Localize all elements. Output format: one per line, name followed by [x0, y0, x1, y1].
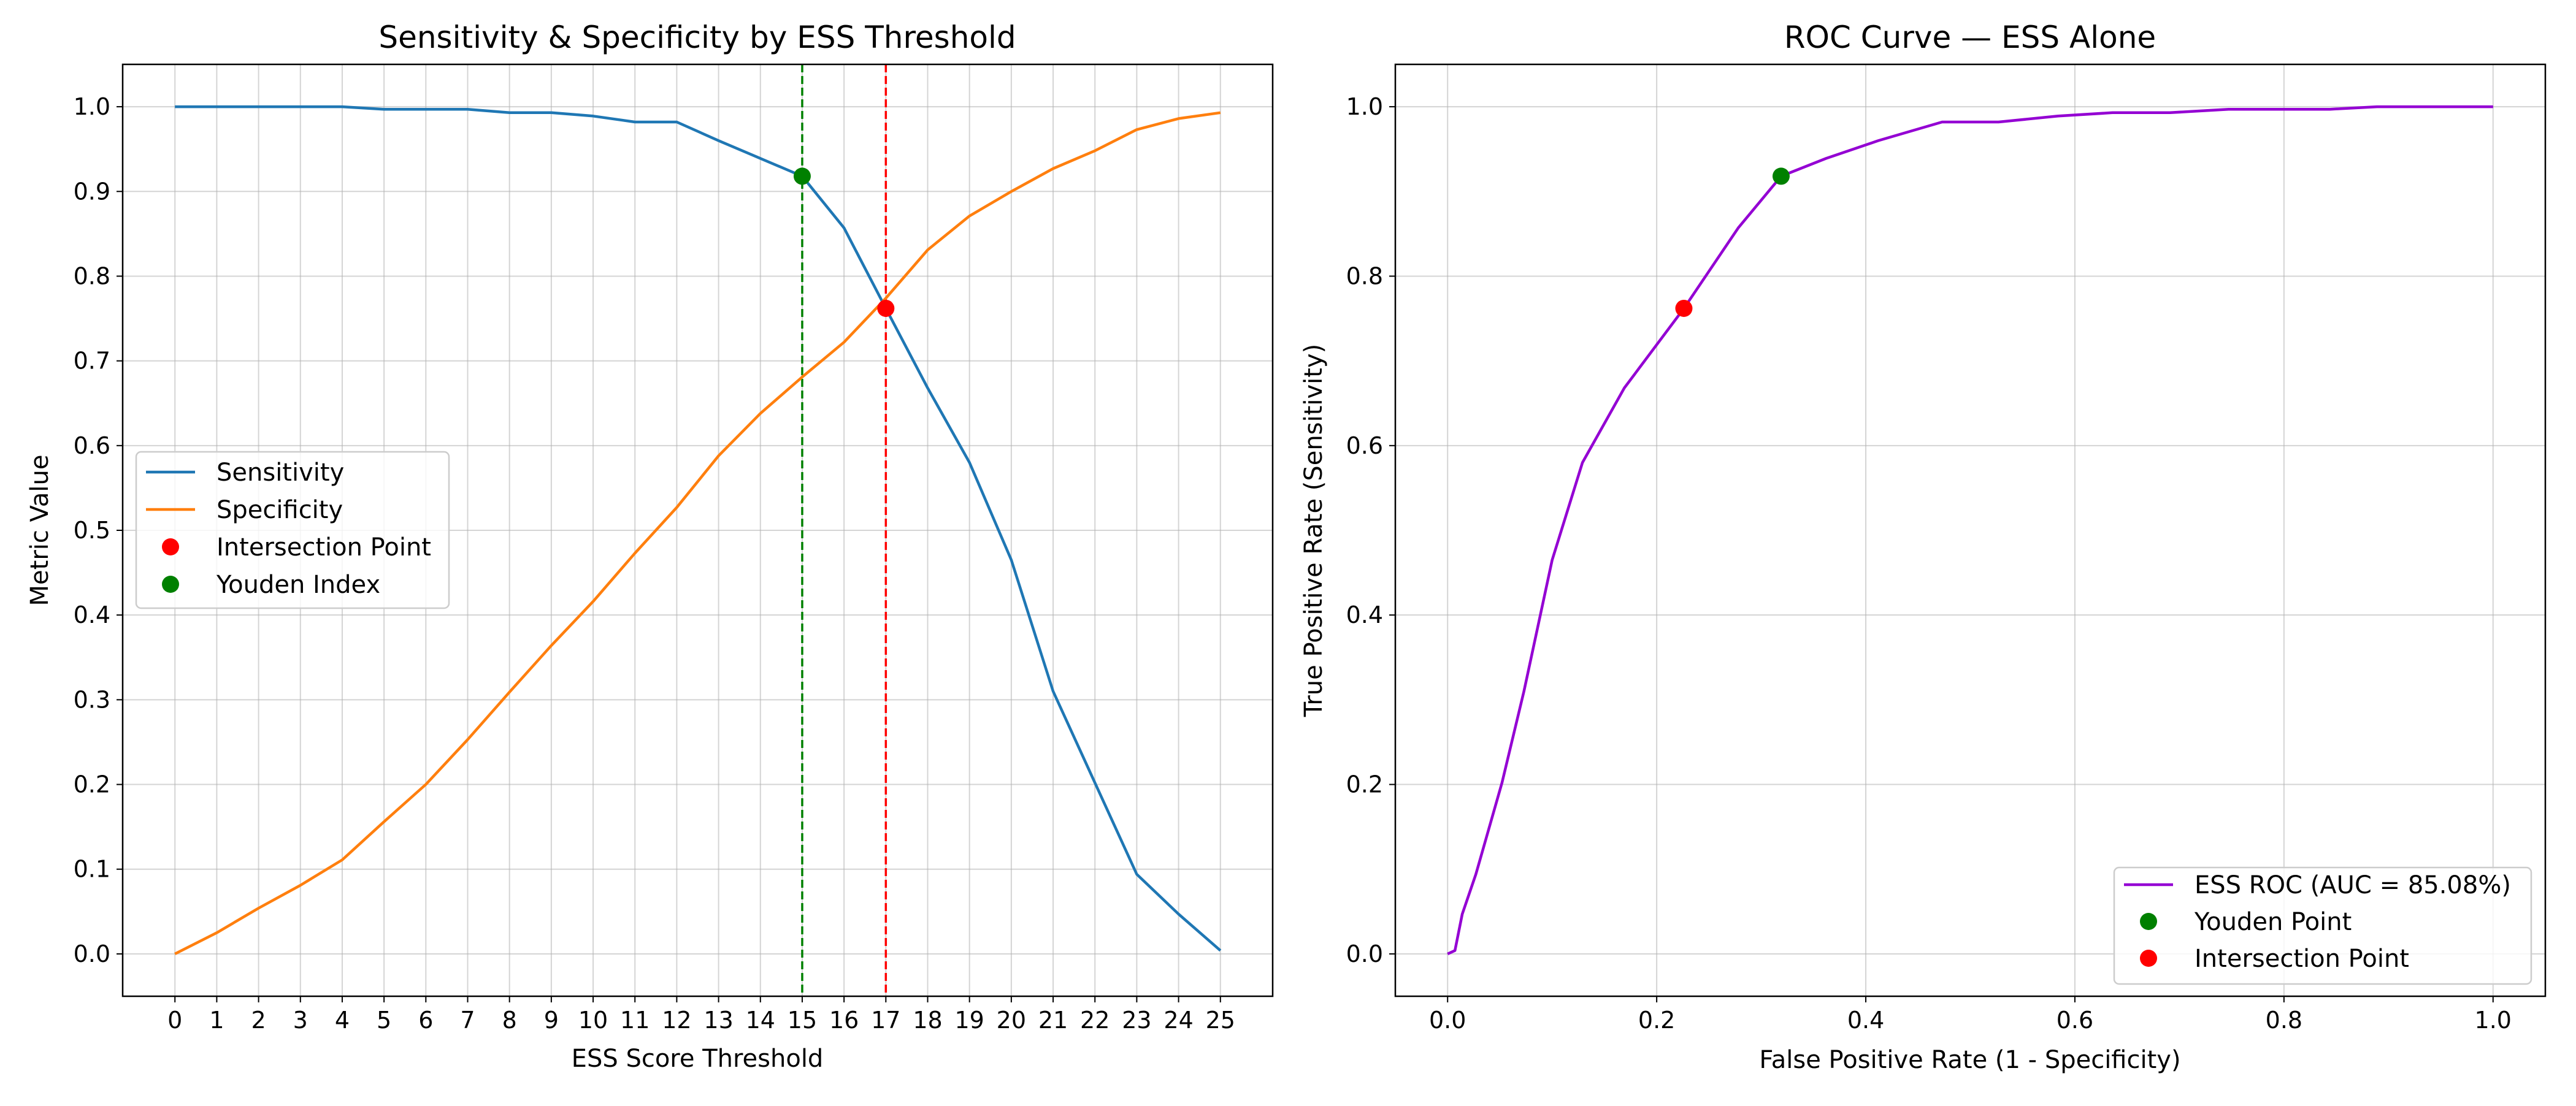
- x-ticks: 0.0 0.2 0.4 0.6 0.8 1.0: [1429, 996, 2512, 1034]
- series-lines: [1447, 105, 2493, 955]
- specificity-line: [174, 111, 1221, 955]
- threshold-lines: [801, 64, 887, 996]
- x-tick-label: 5: [377, 1007, 391, 1034]
- x-tick-label: 0.8: [2266, 1007, 2302, 1034]
- legend-label-specificity: Specificity: [217, 496, 343, 524]
- legend-box: [2113, 866, 2532, 985]
- x-tick-label: 23: [1122, 1007, 1151, 1034]
- y-tick-label: 0.0: [1346, 940, 1383, 967]
- x-tick-label: 2: [251, 1007, 266, 1034]
- roc-curve-panel: 0.0 0.2 0.4 0.6 0.8 1.0 0.0 0.2 0.4 0.6 0.8 1.0 RO…: [1300, 20, 2547, 1074]
- x-tick-label: 16: [829, 1007, 859, 1034]
- chart-title: Sensitivity & Specificity by ESS Thresho…: [378, 20, 1016, 55]
- x-ticks: 0 1 2 3 4 5 6 7 8 9 10 11 12 13 14 15 16 17 18 19 20 21 22 23 24…: [167, 996, 1235, 1034]
- x-axis-label: False Positive Rate (1 - Specificity): [1759, 1046, 2180, 1074]
- x-tick-label: 21: [1038, 1007, 1068, 1034]
- x-tick-label: 10: [578, 1007, 608, 1034]
- y-tick-label: 1.0: [74, 93, 110, 120]
- x-tick-label: 0.4: [1847, 1007, 1884, 1034]
- y-tick-label: 0.0: [74, 940, 110, 967]
- youden-index-marker: [793, 167, 811, 185]
- series-lines: [174, 105, 1222, 955]
- legend-label-youden: Youden Index: [216, 571, 380, 599]
- x-axis-label: ESS Score Threshold: [572, 1045, 824, 1073]
- x-tick-label: 12: [662, 1007, 691, 1034]
- x-tick-label: 20: [997, 1007, 1026, 1034]
- y-ticks: 0.0 0.1 0.2 0.3 0.4 0.5 0.6 0.7 0.8 0.9 1.0: [74, 93, 123, 967]
- x-tick-label: 7: [460, 1007, 475, 1034]
- y-tick-label: 0.8: [1346, 262, 1383, 289]
- x-tick-label: 1: [209, 1007, 224, 1034]
- x-tick-label: 24: [1163, 1007, 1193, 1034]
- y-tick-label: 0.7: [74, 348, 110, 375]
- y-tick-label: 0.2: [1346, 771, 1383, 798]
- legend-box: [135, 451, 450, 609]
- y-tick-label: 0.6: [1346, 432, 1383, 459]
- legend: ESS ROC (AUC = 85.08%) Youden Point Inte…: [2113, 866, 2532, 985]
- grid-lines: [1395, 64, 2545, 996]
- x-tick-label: 0: [167, 1007, 182, 1034]
- x-tick-label: 0.6: [2057, 1007, 2093, 1034]
- x-tick-label: 11: [620, 1007, 650, 1034]
- x-tick-label: 22: [1080, 1007, 1110, 1034]
- marker-points: [793, 167, 895, 317]
- x-tick-label: 9: [544, 1007, 559, 1034]
- legend-label-intersection: Intersection Point: [2195, 945, 2409, 973]
- x-tick-label: 0.0: [1429, 1007, 1466, 1034]
- plot-area: [1395, 64, 2545, 996]
- legend-label-intersection: Intersection Point: [217, 533, 431, 562]
- legend-marker-youden: [2140, 913, 2157, 930]
- y-tick-label: 0.3: [74, 686, 110, 713]
- legend: Sensitivity Specificity Intersection Poi…: [135, 451, 450, 609]
- x-tick-label: 17: [871, 1007, 900, 1034]
- y-ticks: 0.0 0.2 0.4 0.6 0.8 1.0: [1346, 93, 1395, 967]
- y-tick-label: 0.5: [74, 517, 110, 544]
- x-tick-label: 15: [788, 1007, 817, 1034]
- marker-points: [1675, 167, 1790, 317]
- legend-label-youden: Youden Point: [2194, 908, 2352, 936]
- x-tick-label: 14: [746, 1007, 775, 1034]
- intersection-point-marker: [877, 299, 895, 317]
- y-tick-label: 1.0: [1346, 93, 1383, 120]
- legend-label-roc: ESS ROC (AUC = 85.08%): [2195, 871, 2511, 899]
- x-tick-label: 1.0: [2475, 1007, 2512, 1034]
- y-tick-label: 0.4: [74, 601, 110, 628]
- legend-marker-intersection: [2140, 950, 2157, 967]
- y-axis-label: True Positive Rate (Sensitivity): [1300, 344, 1328, 717]
- y-tick-label: 0.9: [74, 178, 110, 205]
- y-axis-label: Metric Value: [26, 455, 54, 606]
- x-tick-label: 19: [955, 1007, 984, 1034]
- legend-marker-intersection: [162, 538, 179, 555]
- x-tick-label: 0.2: [1638, 1007, 1675, 1034]
- x-tick-label: 8: [502, 1007, 517, 1034]
- sensitivity-specificity-panel: 0 1 2 3 4 5 6 7 8 9 10 11 12 13 14 15 16 17 18 19 20 21 22 23 24…: [26, 20, 1274, 1073]
- y-tick-label: 0.2: [74, 771, 110, 798]
- y-tick-label: 0.8: [74, 262, 110, 289]
- legend-label-sensitivity: Sensitivity: [217, 459, 344, 487]
- sensitivity-line: [175, 105, 1222, 952]
- y-tick-label: 0.4: [1346, 601, 1383, 628]
- x-tick-label: 4: [335, 1007, 350, 1034]
- chart-title: ROC Curve — ESS Alone: [1784, 20, 2156, 55]
- youden-point-marker: [1772, 167, 1790, 185]
- x-tick-label: 6: [418, 1007, 433, 1034]
- ess-line: [1447, 105, 2493, 955]
- x-tick-label: 18: [913, 1007, 942, 1034]
- axes-frame: [1394, 63, 2547, 997]
- intersection-point-marker: [1675, 299, 1693, 317]
- x-tick-label: 25: [1206, 1007, 1235, 1034]
- legend-marker-youden: [162, 576, 179, 593]
- y-tick-label: 0.6: [74, 432, 110, 459]
- x-tick-label: 13: [703, 1007, 733, 1034]
- y-tick-label: 0.1: [74, 856, 110, 883]
- grid-lines: [123, 64, 1273, 996]
- x-tick-label: 3: [293, 1007, 308, 1034]
